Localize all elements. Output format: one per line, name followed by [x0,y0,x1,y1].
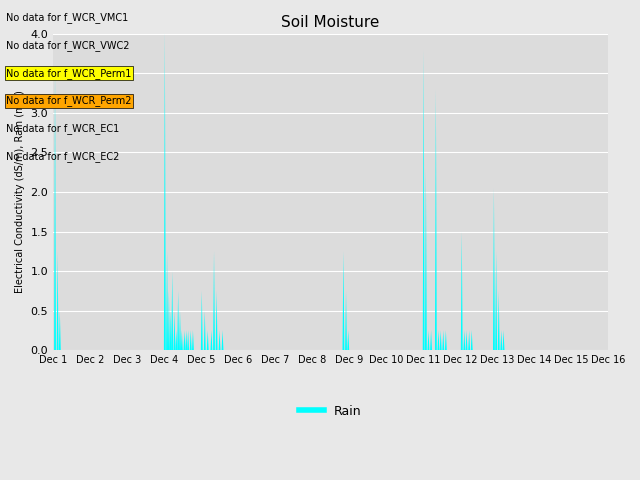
Polygon shape [471,330,473,350]
Polygon shape [173,311,175,350]
Polygon shape [216,291,218,350]
Polygon shape [438,330,440,350]
Polygon shape [213,251,215,350]
Polygon shape [201,291,203,350]
Text: No data for f_WCR_Perm1: No data for f_WCR_Perm1 [6,68,132,79]
Polygon shape [440,330,442,350]
Polygon shape [211,330,212,350]
Text: No data for f_WCR_VMC1: No data for f_WCR_VMC1 [6,12,129,23]
Text: No data for f_WCR_Perm2: No data for f_WCR_Perm2 [6,96,132,107]
Polygon shape [184,330,186,350]
Polygon shape [466,330,467,350]
Polygon shape [423,50,424,350]
Polygon shape [170,311,172,350]
Polygon shape [192,330,194,350]
Polygon shape [468,330,470,350]
Polygon shape [190,330,191,350]
Text: No data for f_WCR_VWC2: No data for f_WCR_VWC2 [6,40,130,51]
Polygon shape [221,330,223,350]
Polygon shape [442,330,444,350]
Polygon shape [219,330,221,350]
Polygon shape [348,330,349,350]
Polygon shape [502,330,504,350]
Polygon shape [493,188,495,350]
Polygon shape [498,291,500,350]
Title: Soil Moisture: Soil Moisture [282,15,380,30]
Polygon shape [495,251,497,350]
Polygon shape [345,291,347,350]
Polygon shape [179,311,181,350]
Polygon shape [204,311,205,350]
Polygon shape [59,311,61,350]
Polygon shape [428,330,429,350]
Polygon shape [445,330,447,350]
Polygon shape [164,30,166,350]
Polygon shape [181,330,183,350]
Polygon shape [172,271,173,350]
Polygon shape [57,251,58,350]
Polygon shape [177,291,179,350]
Polygon shape [461,231,463,350]
Polygon shape [207,330,209,350]
Y-axis label: Electrical Conductivity (dS/m), Rain (mm): Electrical Conductivity (dS/m), Rain (mm… [15,91,25,293]
Polygon shape [430,330,432,350]
Polygon shape [166,251,168,350]
Polygon shape [463,330,465,350]
Polygon shape [54,70,56,350]
Polygon shape [342,251,344,350]
Polygon shape [435,89,436,350]
Polygon shape [168,291,170,350]
Text: No data for f_WCR_EC2: No data for f_WCR_EC2 [6,151,120,162]
Polygon shape [175,330,177,350]
Polygon shape [500,330,502,350]
Legend: Rain: Rain [294,400,367,423]
Polygon shape [186,330,188,350]
Text: No data for f_WCR_EC1: No data for f_WCR_EC1 [6,123,120,134]
Polygon shape [188,330,189,350]
Polygon shape [425,168,427,350]
